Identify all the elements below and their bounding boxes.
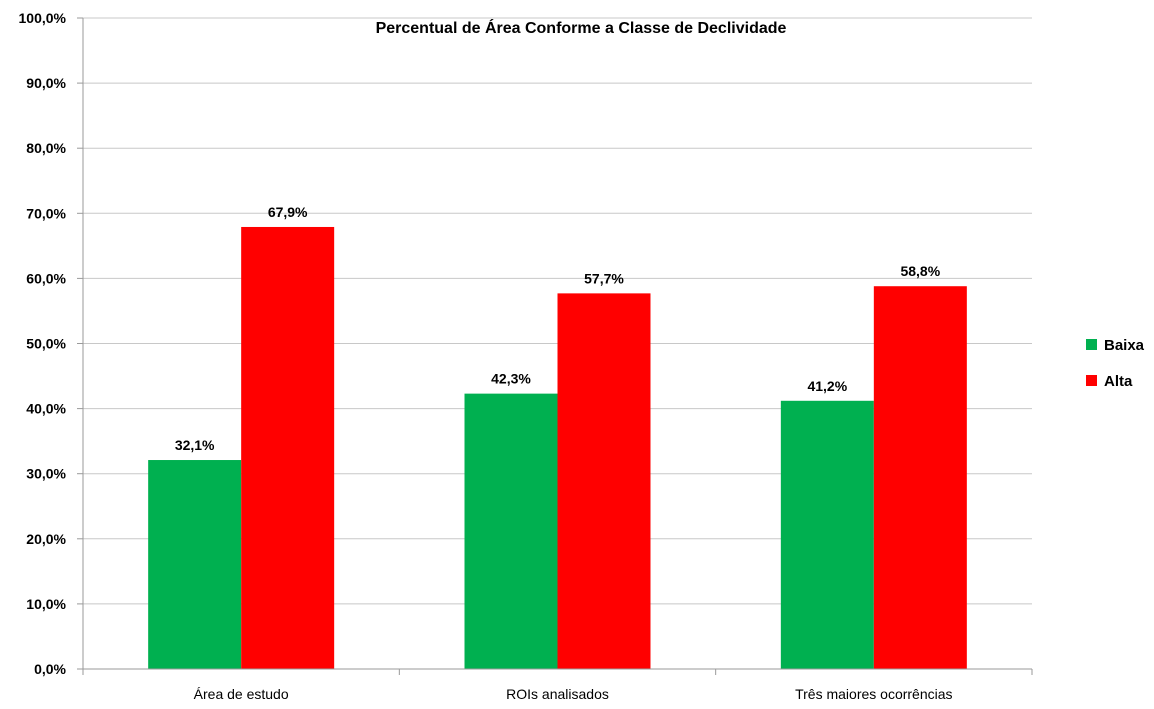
- y-tick-label: 90,0%: [26, 75, 66, 91]
- y-tick-label: 80,0%: [26, 140, 66, 156]
- y-tick-label: 50,0%: [26, 336, 66, 352]
- category-label: ROIs analisados: [506, 686, 609, 702]
- y-tick-label: 30,0%: [26, 466, 66, 482]
- y-tick-label: 40,0%: [26, 401, 66, 417]
- y-tick-label: 60,0%: [26, 270, 66, 286]
- data-label: 32,1%: [175, 437, 215, 453]
- legend-label-alta: Alta: [1104, 373, 1133, 390]
- x-axis: [82, 18, 1033, 675]
- data-label: 42,3%: [491, 371, 531, 387]
- bar-alta: [873, 286, 967, 669]
- data-label: 67,9%: [268, 204, 308, 220]
- bar-baixa: [780, 400, 874, 669]
- y-tick-label: 0,0%: [34, 661, 66, 677]
- y-tick-label: 20,0%: [26, 531, 66, 547]
- y-tick-label: 10,0%: [26, 596, 66, 612]
- chart-title: Percentual de Área Conforme a Classe de …: [376, 18, 787, 37]
- x-axis-categories: Área de estudo ROIs analisados Três maiore…: [194, 686, 953, 702]
- data-labels: 32,1% 67,9% 42,3% 57,7% 41,2% 58,8%: [175, 204, 941, 453]
- bar-baixa: [464, 393, 558, 669]
- legend-swatch-baixa: [1086, 339, 1097, 350]
- legend-swatch-alta: [1086, 375, 1097, 386]
- bar-alta: [557, 293, 651, 669]
- legend: Baixa Alta: [1086, 337, 1145, 390]
- data-label: 41,2%: [807, 378, 847, 394]
- y-tick-label: 100,0%: [19, 10, 67, 26]
- category-label: Área de estudo: [194, 686, 289, 702]
- bars: [148, 226, 967, 669]
- y-axis-ticks: 0,0% 10,0% 20,0% 30,0% 40,0% 50,0% 60,0% 70,0% 8…: [19, 10, 83, 677]
- category-label: Três maiores ocorrências: [795, 686, 952, 702]
- data-label: 57,7%: [584, 270, 624, 286]
- data-label: 58,8%: [900, 263, 940, 279]
- bar-alta: [241, 226, 335, 669]
- y-tick-label: 70,0%: [26, 205, 66, 221]
- legend-label-baixa: Baixa: [1104, 337, 1145, 354]
- bar-baixa: [148, 460, 242, 669]
